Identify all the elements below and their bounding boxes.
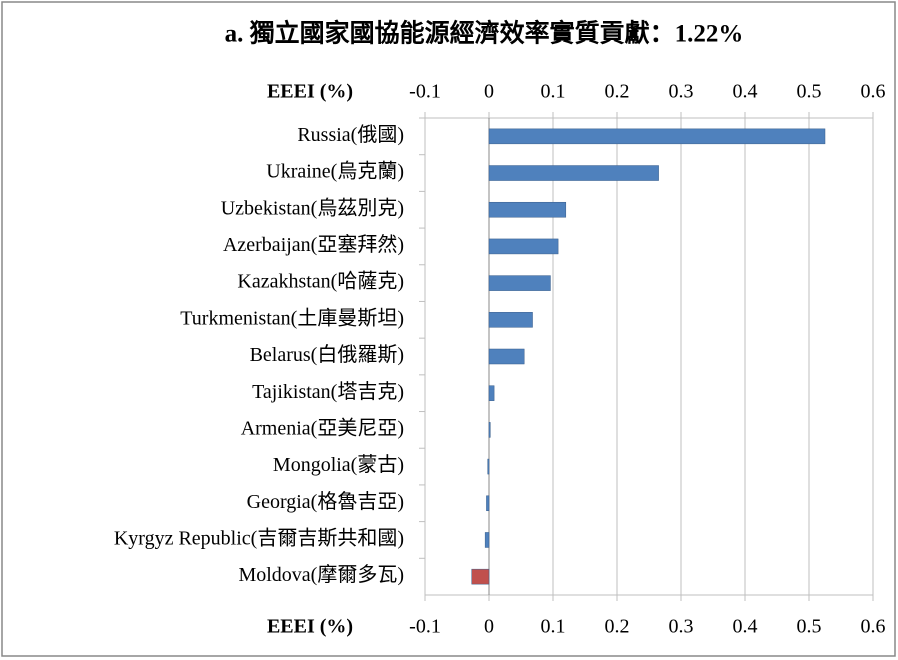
y-tick-label: Kyrgyz Republic(吉爾吉斯共和國) — [114, 527, 404, 550]
bar — [488, 422, 491, 438]
y-tick-label: Georgia(格魯吉亞) — [247, 490, 404, 513]
bar — [486, 495, 490, 512]
x-tick-label: 0.5 — [797, 616, 822, 638]
bar — [488, 201, 567, 218]
x-tick-label: 0.2 — [605, 81, 630, 103]
y-tick-label: Moldova(摩爾多瓦) — [238, 563, 404, 586]
bar — [488, 128, 826, 145]
x-tick-label: 0.1 — [541, 616, 566, 638]
y-tick-label: Tajikistan(塔吉克) — [252, 380, 404, 403]
x-tick-label: 0.3 — [669, 616, 694, 638]
x-tick-label: -0.1 — [409, 81, 441, 103]
bar — [471, 568, 490, 585]
x-axis-label-top: EEEI (%) — [267, 81, 353, 103]
y-tick-label: Russia(俄國) — [297, 123, 404, 146]
bar — [488, 165, 659, 181]
bar — [484, 532, 490, 548]
x-tick-label: 0.1 — [541, 81, 566, 103]
bar — [487, 458, 490, 475]
y-tick-label: Belarus(白俄羅斯) — [250, 343, 404, 366]
y-tick-label: Kazakhstan(哈薩克) — [237, 270, 404, 293]
y-tick-label: Uzbekistan(烏茲別克) — [221, 196, 404, 219]
bar — [488, 238, 559, 255]
y-tick-label: Armenia(亞美尼亞) — [241, 416, 404, 439]
bar — [488, 348, 525, 365]
y-tick-label: Ukraine(烏克蘭) — [266, 160, 404, 183]
y-tick-label: Mongolia(蒙古) — [273, 453, 404, 476]
x-tick-label: 0.6 — [861, 81, 886, 103]
y-tick-label: Azerbaijan(亞塞拜然) — [223, 233, 404, 256]
x-tick-label: 0.4 — [733, 81, 758, 103]
x-tick-label: 0.2 — [605, 616, 630, 638]
x-tick-label: 0.6 — [861, 616, 886, 638]
x-tick-label: 0 — [484, 81, 494, 103]
y-tick-label: Turkmenistan(土庫曼斯坦) — [180, 306, 404, 329]
x-tick-label: 0.3 — [669, 81, 694, 103]
x-tick-label: -0.1 — [409, 616, 441, 638]
bar — [488, 275, 551, 291]
x-axis-label-bottom: EEEI (%) — [267, 616, 353, 638]
x-tick-label: 0.5 — [797, 81, 822, 103]
x-tick-label: 0.4 — [733, 616, 758, 638]
chart-title: a. 獨立國家國協能源經濟效率實質貢獻：1.22% — [225, 19, 744, 48]
x-tick-label: 0 — [484, 616, 494, 638]
bar — [488, 385, 495, 401]
bar — [488, 312, 533, 328]
